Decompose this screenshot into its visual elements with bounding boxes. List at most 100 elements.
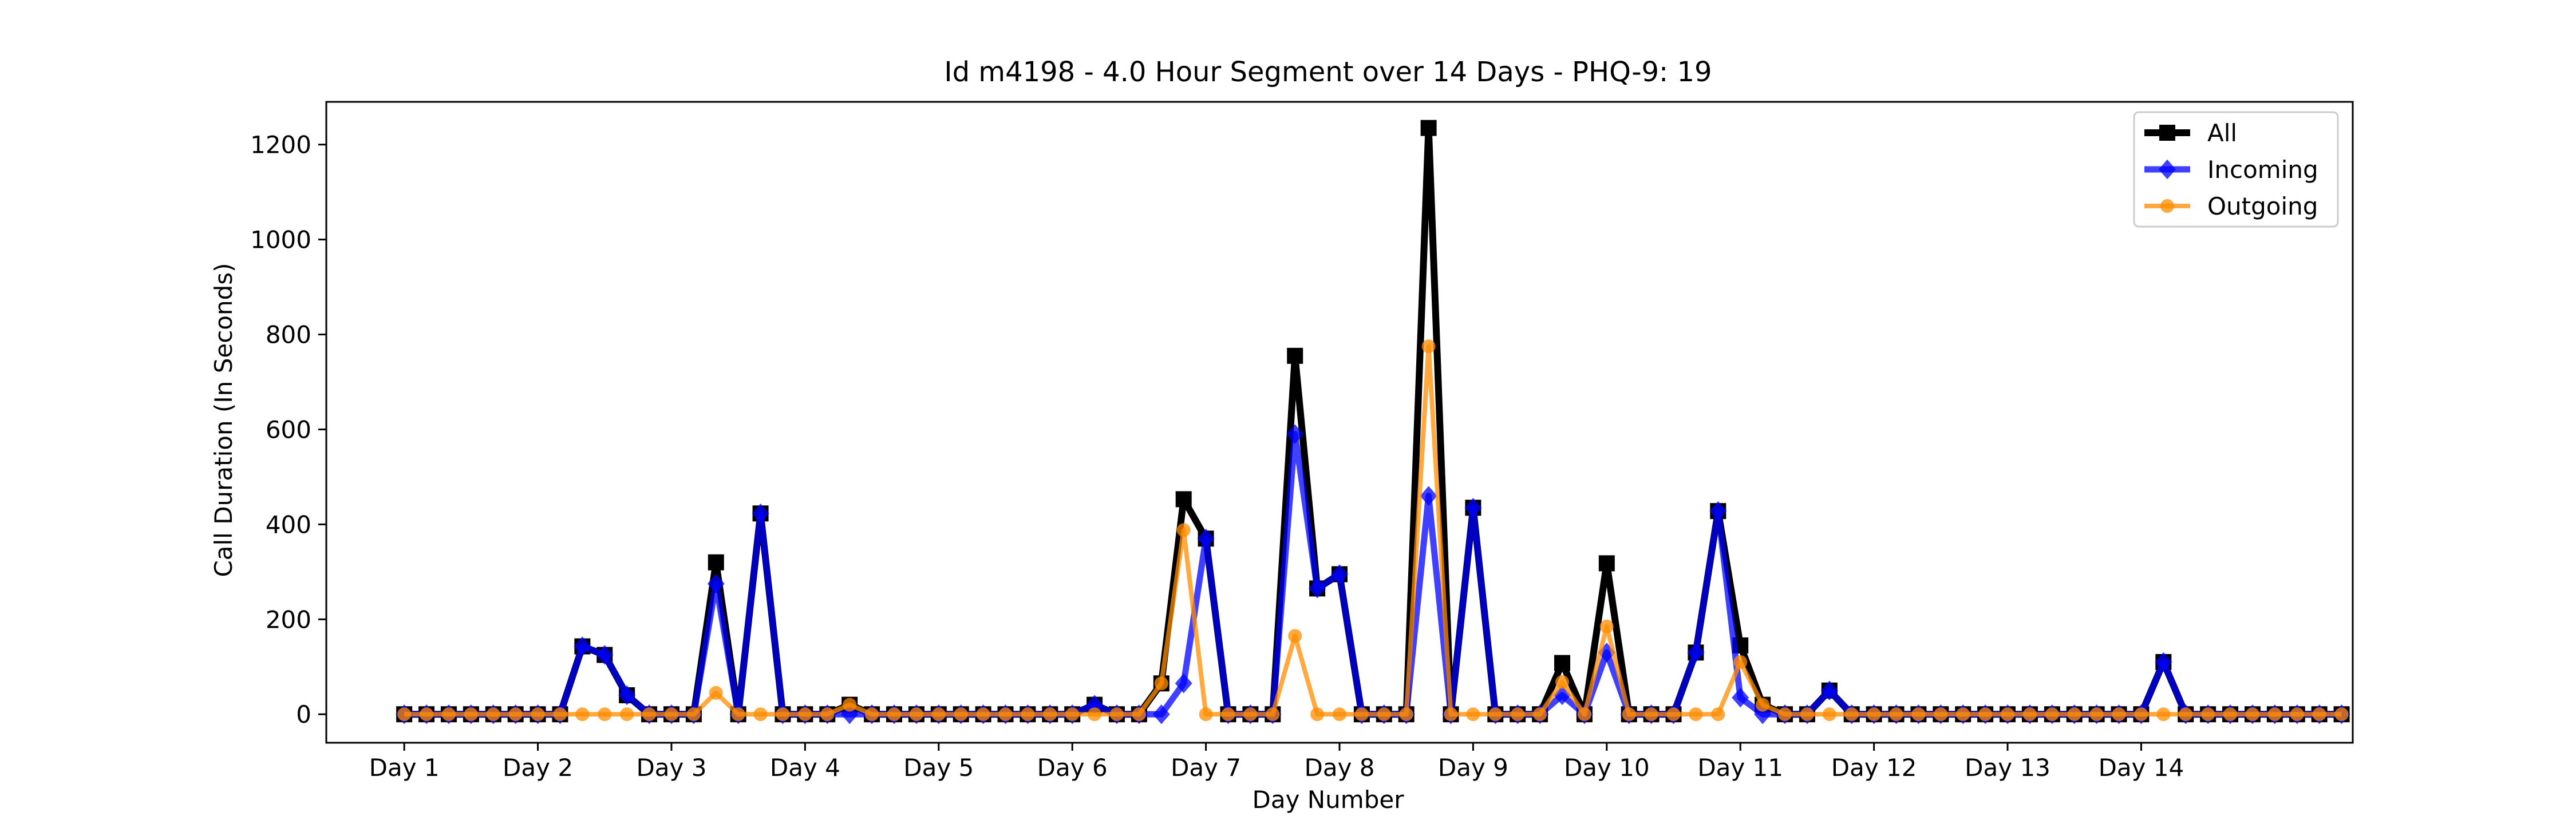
data-point-outgoing <box>508 707 523 722</box>
data-point-outgoing <box>865 707 879 722</box>
y-tick-label: 1200 <box>250 131 311 159</box>
x-tick-label: Day 9 <box>1438 754 1508 782</box>
data-point-outgoing <box>931 707 946 722</box>
data-point-incoming <box>1197 529 1215 549</box>
data-point-outgoing <box>2179 707 2193 722</box>
x-tick-label: Day 7 <box>1171 754 1241 782</box>
data-point-incoming <box>1309 579 1326 599</box>
data-point-outgoing <box>1310 707 1325 722</box>
data-point-outgoing <box>798 707 812 722</box>
y-tick-label: 0 <box>296 700 311 728</box>
x-axis-ticks: Day 1 Day 2 Day 3 Day 4 Day 5 Day 6 Day 7 Day 8… <box>369 743 2184 782</box>
data-point-outgoing <box>1599 619 1614 633</box>
data-point-outgoing <box>1956 707 1970 722</box>
data-point-outgoing <box>575 707 590 722</box>
data-point-outgoing <box>1088 707 1102 722</box>
legend-marker-outgoing <box>2160 199 2174 213</box>
y-axis-ticks: 0 200 400 600 800 1000 1200 <box>250 131 326 728</box>
data-point-outgoing <box>2290 707 2304 722</box>
data-point-all <box>1598 555 1615 572</box>
data-point-outgoing <box>1800 707 1814 722</box>
data-point-outgoing <box>1154 676 1168 691</box>
data-point-outgoing <box>686 707 701 722</box>
legend-marker-incoming <box>2159 159 2176 180</box>
data-point-outgoing <box>1333 707 1346 722</box>
data-point-outgoing <box>776 707 790 722</box>
data-point-incoming <box>1709 501 1727 521</box>
chart-title: Id m4198 - 4.0 Hour Segment over 14 Days… <box>944 56 1712 88</box>
data-point-outgoing <box>1109 707 1124 722</box>
data-point-outgoing <box>553 707 567 722</box>
x-tick-label: Day 12 <box>1831 754 1917 782</box>
x-tick-label: Day 11 <box>1697 754 1783 782</box>
data-point-incoming <box>574 636 591 656</box>
data-point-outgoing <box>1622 707 1636 722</box>
data-point-outgoing <box>464 707 478 722</box>
x-tick-label: Day 13 <box>1965 754 2050 782</box>
data-point-incoming <box>1286 424 1304 444</box>
data-point-outgoing <box>531 707 545 722</box>
data-point-incoming <box>1175 674 1192 694</box>
legend-box <box>2133 111 2339 228</box>
data-point-outgoing <box>1555 675 1570 689</box>
data-point-outgoing <box>2022 707 2037 722</box>
data-point-outgoing <box>1889 707 1903 722</box>
data-point-outgoing <box>1978 707 1993 722</box>
data-point-outgoing <box>1354 707 1369 722</box>
data-point-incoming <box>752 504 769 524</box>
data-point-all <box>1287 347 1303 364</box>
data-point-outgoing <box>887 707 901 722</box>
data-point-outgoing <box>2267 707 2282 722</box>
data-point-incoming <box>1687 643 1705 663</box>
data-point-outgoing <box>1421 339 1436 354</box>
data-point-outgoing <box>598 707 612 722</box>
data-point-incoming <box>1732 687 1749 708</box>
data-point-outgoing <box>1511 707 1525 722</box>
x-tick-label: Day 2 <box>503 754 573 782</box>
y-axis-label: Call Duration (In Seconds) <box>210 263 238 577</box>
data-point-outgoing <box>1065 707 1080 722</box>
data-point-outgoing <box>2223 707 2238 722</box>
data-point-outgoing <box>664 707 678 722</box>
y-tick-label: 200 <box>266 605 311 633</box>
data-point-outgoing <box>486 707 500 722</box>
data-point-outgoing <box>1844 707 1859 722</box>
data-point-outgoing <box>820 707 835 722</box>
legend: All Incoming Outgoing <box>2133 111 2339 228</box>
data-point-outgoing <box>441 707 456 722</box>
data-point-outgoing <box>2001 707 2015 722</box>
data-point-outgoing <box>1243 707 1258 722</box>
y-tick-label: 400 <box>266 510 311 538</box>
y-tick-label: 800 <box>266 321 311 349</box>
data-point-incoming <box>618 685 636 706</box>
series-outgoing <box>397 339 2349 722</box>
legend-label-outgoing: Outgoing <box>2207 192 2318 220</box>
data-point-outgoing <box>1577 707 1591 722</box>
data-point-outgoing <box>1288 629 1302 643</box>
legend-label-all: All <box>2207 119 2237 147</box>
y-tick-label: 1000 <box>250 226 311 254</box>
data-point-outgoing <box>1666 707 1681 722</box>
data-point-outgoing <box>642 707 657 722</box>
data-point-outgoing <box>1043 707 1057 722</box>
x-axis-label: Day Number <box>1252 786 1404 814</box>
data-point-outgoing <box>998 707 1013 722</box>
data-point-incoming <box>707 573 725 594</box>
legend-label-incoming: Incoming <box>2207 156 2318 184</box>
x-tick-label: Day 10 <box>1564 754 1650 782</box>
x-tick-label: Day 3 <box>636 754 706 782</box>
data-point-incoming <box>1820 680 1838 700</box>
data-point-outgoing <box>2312 707 2326 722</box>
legend-marker-all <box>2159 125 2175 141</box>
data-point-incoming <box>2155 652 2172 672</box>
data-point-outgoing <box>1176 523 1191 537</box>
data-point-all <box>708 554 724 571</box>
data-point-outgoing <box>397 707 412 722</box>
x-tick-label: Day 4 <box>770 754 840 782</box>
data-point-outgoing <box>709 686 723 700</box>
data-point-outgoing <box>2089 707 2104 722</box>
data-point-outgoing <box>1021 707 1035 722</box>
data-point-outgoing <box>1733 655 1748 669</box>
x-tick-label: Day 5 <box>903 754 974 782</box>
